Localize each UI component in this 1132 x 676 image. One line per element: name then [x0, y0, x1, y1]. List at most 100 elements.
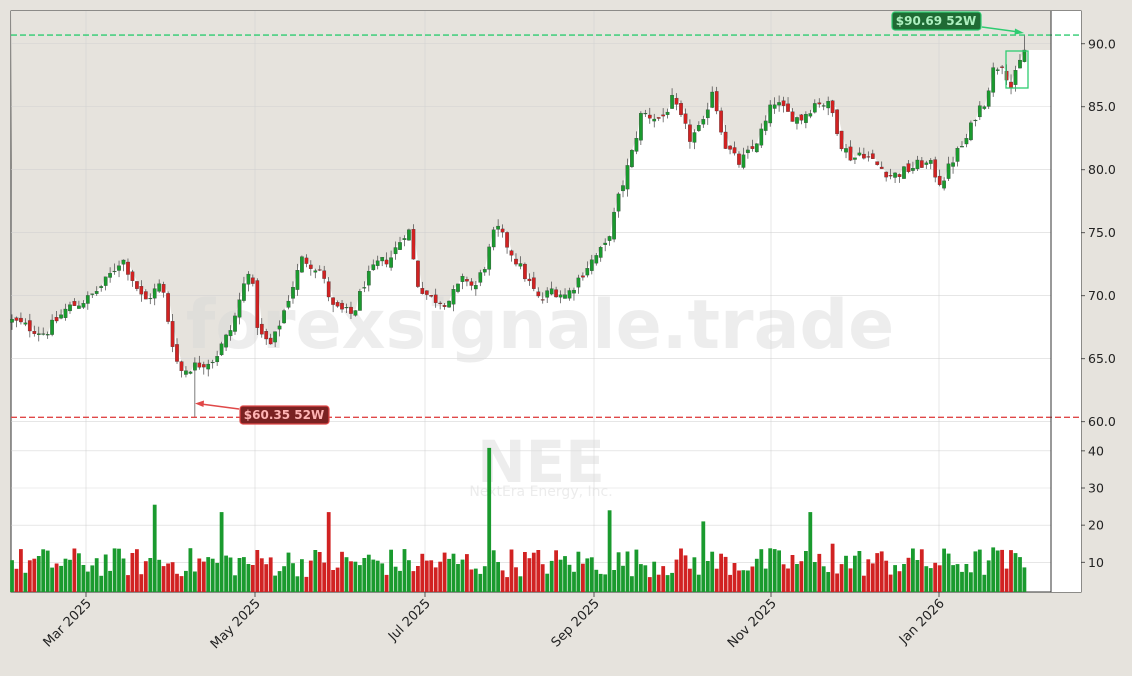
candle [598, 246, 603, 262]
candle [897, 173, 902, 183]
candle [215, 350, 220, 366]
candle [170, 314, 175, 353]
candle-body [696, 125, 701, 131]
candle-body [763, 120, 768, 131]
candle-body [282, 310, 286, 324]
volume-bar [585, 558, 590, 592]
candle [335, 300, 340, 308]
candle-body [549, 288, 554, 295]
candle [705, 102, 710, 125]
volume-bar [424, 560, 429, 592]
candle-body [830, 100, 835, 114]
price-shading [11, 11, 1051, 372]
volume-bar [835, 573, 839, 592]
candle [121, 259, 126, 272]
candle-body [384, 259, 389, 265]
candle-body [518, 263, 523, 267]
candle [322, 265, 327, 284]
candle-body [380, 257, 385, 262]
candle-body [719, 110, 723, 133]
candle [81, 300, 86, 309]
candle-body [90, 293, 95, 295]
volume-bar [955, 564, 960, 592]
volume-bar [68, 559, 72, 592]
candle-body [460, 276, 465, 282]
volume-bar [652, 561, 657, 592]
candle [581, 272, 585, 281]
candle [915, 155, 920, 171]
candle-body [688, 124, 692, 142]
candle [643, 109, 648, 117]
candle-body [946, 163, 951, 179]
candle [255, 278, 260, 335]
candle-body [531, 277, 536, 289]
candle [982, 105, 987, 110]
candle-body [581, 275, 585, 278]
candle [853, 157, 857, 164]
volume-bar [540, 564, 545, 592]
volume-bar [45, 550, 50, 592]
candle [933, 156, 938, 183]
volume-bar [964, 564, 969, 592]
volume-bar [451, 553, 456, 592]
candle [563, 288, 567, 299]
candle-body [228, 330, 233, 337]
candle-body [135, 281, 139, 289]
candle [77, 300, 81, 309]
watermark-company: NextEra Energy, Inc. [469, 484, 612, 500]
candle-body [737, 153, 741, 165]
volume-bar [85, 571, 90, 592]
volume-bar [714, 568, 719, 592]
volume-bar [607, 510, 612, 592]
volume-bar [99, 575, 104, 592]
volume-bar [746, 570, 750, 592]
candle-body [821, 105, 826, 107]
volume-tick-label: 20 [1088, 518, 1104, 533]
watermark-ticker: NEE [477, 428, 605, 496]
support-arrow [200, 403, 240, 410]
candle-body [447, 300, 451, 308]
candle-body [603, 242, 608, 245]
right-margin [1051, 11, 1081, 592]
candle [946, 156, 951, 181]
candle [545, 287, 550, 303]
volume-bar [719, 553, 723, 592]
candle [389, 250, 393, 271]
volume-bar [442, 552, 447, 592]
candle [473, 281, 478, 296]
candle [630, 149, 634, 169]
volume-bar [772, 549, 777, 592]
volume-bar [152, 504, 157, 592]
volume-bar [63, 558, 68, 592]
candle [768, 100, 773, 127]
candle [68, 301, 72, 314]
candle [259, 318, 264, 338]
volume-bar [830, 543, 835, 592]
candle [375, 255, 380, 270]
candle-body [808, 113, 813, 117]
candle [277, 320, 282, 337]
candle-body [928, 160, 933, 164]
volume-bar [505, 577, 509, 592]
candle [665, 108, 670, 119]
candle-body [438, 302, 443, 304]
candle-body [835, 109, 839, 135]
candle-body [679, 103, 683, 115]
volume-bar [108, 570, 112, 592]
volume-bar [429, 560, 434, 592]
volume-bar [420, 553, 425, 592]
volume-bar [639, 564, 643, 592]
candle [90, 293, 95, 298]
volume-bar [576, 551, 581, 592]
candle [72, 298, 77, 306]
volume-bar [233, 575, 237, 592]
candle-body [416, 260, 420, 287]
candle-body [746, 149, 750, 154]
candle [902, 166, 906, 179]
candle [442, 303, 447, 310]
candle [612, 207, 616, 243]
candle-body [960, 146, 964, 148]
candle-body [77, 305, 81, 309]
volume-bar [282, 566, 286, 592]
candle-body [358, 291, 362, 311]
